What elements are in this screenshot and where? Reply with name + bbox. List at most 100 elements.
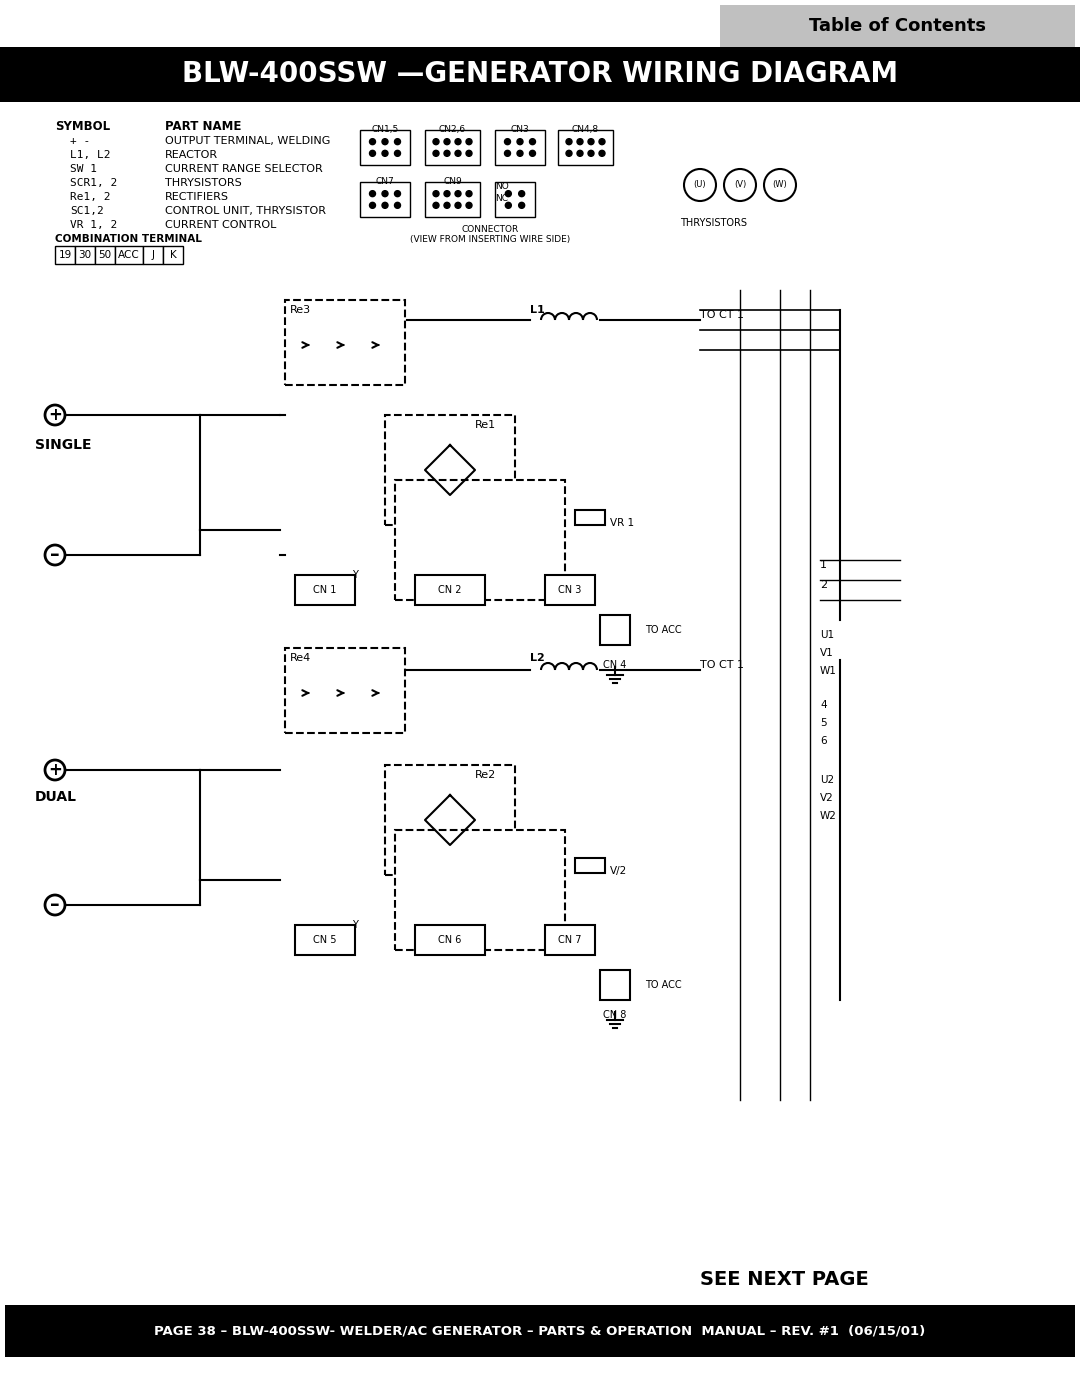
Bar	[5, 1305, 1075, 1356]
Text: SINGLE: SINGLE	[35, 439, 92, 453]
Circle shape	[394, 138, 401, 145]
Text: DUAL: DUAL	[35, 789, 77, 805]
Bar	[600, 970, 630, 1000]
Text: Re4: Re4	[291, 652, 311, 664]
Text: SYMBOL: SYMBOL	[55, 120, 110, 133]
Circle shape	[588, 138, 594, 145]
Circle shape	[45, 895, 65, 915]
Text: Table of Contents: Table of Contents	[809, 17, 986, 35]
Text: TO ACC: TO ACC	[645, 624, 681, 636]
Text: CN9: CN9	[443, 177, 462, 186]
Bar	[384, 766, 515, 875]
Text: CN 1: CN 1	[313, 585, 337, 595]
Text: Y: Y	[352, 921, 357, 930]
Circle shape	[518, 190, 525, 197]
Circle shape	[394, 190, 401, 197]
Text: CN1,5: CN1,5	[372, 124, 399, 134]
Bar	[295, 576, 355, 605]
Text: NO: NO	[495, 182, 509, 191]
Circle shape	[764, 169, 796, 201]
Text: 1: 1	[820, 560, 827, 570]
Bar	[95, 246, 114, 264]
Text: CONTROL UNIT, THRYSISTOR: CONTROL UNIT, THRYSISTOR	[165, 205, 326, 217]
Text: CN 2: CN 2	[438, 585, 462, 595]
Text: Re2: Re2	[475, 770, 496, 780]
Text: (V): (V)	[734, 180, 746, 190]
Bar	[415, 576, 485, 605]
Circle shape	[505, 190, 511, 197]
Circle shape	[444, 203, 450, 208]
Text: L1, L2: L1, L2	[70, 149, 110, 161]
Text: TO CT 1: TO CT 1	[700, 659, 744, 671]
Text: 2: 2	[820, 580, 827, 590]
Text: U1: U1	[820, 630, 834, 640]
Circle shape	[566, 151, 572, 156]
Text: Re1: Re1	[475, 420, 496, 430]
Circle shape	[444, 138, 450, 145]
Text: VR 1: VR 1	[610, 518, 634, 528]
Circle shape	[504, 138, 511, 145]
Circle shape	[465, 203, 472, 208]
Circle shape	[382, 190, 388, 197]
Bar	[495, 182, 535, 217]
Bar	[575, 858, 605, 873]
Circle shape	[369, 138, 376, 145]
Text: CN7: CN7	[376, 177, 394, 186]
Text: (U): (U)	[693, 180, 706, 190]
Circle shape	[433, 151, 438, 156]
Text: CN4,8: CN4,8	[572, 124, 599, 134]
Circle shape	[465, 151, 472, 156]
Circle shape	[588, 151, 594, 156]
Text: –: –	[50, 545, 59, 564]
Circle shape	[505, 203, 511, 208]
Text: CN 6: CN 6	[438, 935, 461, 944]
Bar	[545, 576, 595, 605]
Circle shape	[518, 203, 525, 208]
Text: SC1,2: SC1,2	[70, 205, 104, 217]
Text: CONNECTOR
(VIEW FROM INSERTING WIRE SIDE): CONNECTOR (VIEW FROM INSERTING WIRE SIDE…	[410, 225, 570, 244]
Text: SEE NEXT PAGE: SEE NEXT PAGE	[700, 1270, 868, 1289]
Circle shape	[45, 405, 65, 425]
Text: +: +	[49, 407, 62, 425]
Text: SW 1: SW 1	[70, 163, 97, 175]
Circle shape	[369, 203, 376, 208]
Circle shape	[504, 151, 511, 156]
Bar	[415, 925, 485, 956]
Text: K: K	[170, 250, 176, 260]
Bar	[545, 925, 595, 956]
Bar	[55, 246, 75, 264]
Circle shape	[577, 138, 583, 145]
Bar	[360, 182, 410, 217]
Circle shape	[45, 760, 65, 780]
Text: CN 4: CN 4	[604, 659, 626, 671]
Text: REACTOR: REACTOR	[165, 149, 218, 161]
Circle shape	[577, 151, 583, 156]
Circle shape	[433, 203, 438, 208]
Text: PART NAME: PART NAME	[165, 120, 241, 133]
Bar	[575, 510, 605, 525]
Circle shape	[566, 138, 572, 145]
Text: +: +	[49, 761, 62, 780]
Bar	[426, 130, 480, 165]
Text: SCR1, 2: SCR1, 2	[70, 177, 118, 189]
Text: CN2,6: CN2,6	[438, 124, 467, 134]
Text: W2: W2	[820, 812, 837, 821]
Text: COMBINATION TERMINAL: COMBINATION TERMINAL	[55, 235, 202, 244]
Circle shape	[529, 138, 536, 145]
Text: VR 1, 2: VR 1, 2	[70, 219, 118, 231]
Text: CN 7: CN 7	[558, 935, 582, 944]
Circle shape	[465, 190, 472, 197]
Text: CN 5: CN 5	[313, 935, 337, 944]
Text: PAGE 38 – BLW-400SSW- WELDER/AC GENERATOR – PARTS & OPERATION  MANUAL – REV. #1 : PAGE 38 – BLW-400SSW- WELDER/AC GENERATO…	[154, 1324, 926, 1337]
Bar	[114, 246, 143, 264]
Circle shape	[455, 203, 461, 208]
Text: V2: V2	[820, 793, 834, 803]
Text: W1: W1	[820, 666, 837, 676]
Circle shape	[599, 151, 605, 156]
Circle shape	[369, 190, 376, 197]
Text: THRYSISTORS: THRYSISTORS	[165, 177, 242, 189]
Circle shape	[45, 405, 65, 425]
Text: 6: 6	[820, 736, 826, 746]
Bar	[395, 830, 565, 950]
Text: THRYSISTORS: THRYSISTORS	[680, 218, 747, 228]
